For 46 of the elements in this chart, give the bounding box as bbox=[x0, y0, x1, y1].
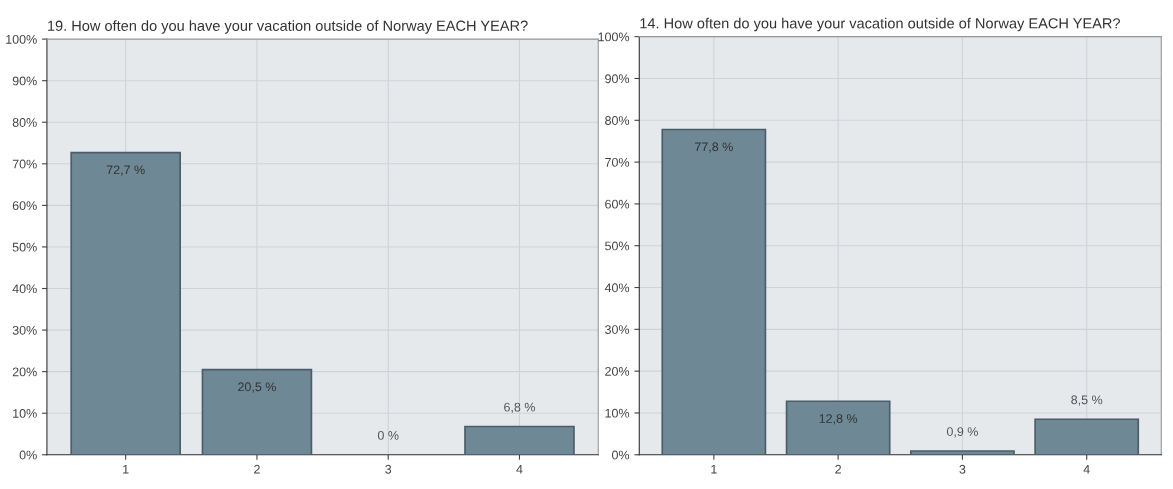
bar bbox=[464, 425, 575, 455]
bar bbox=[201, 368, 313, 455]
y-tick-label: 10% bbox=[13, 409, 37, 418]
x-tick-label: 2 bbox=[835, 464, 841, 474]
data-label: 8,5 % bbox=[1071, 395, 1103, 406]
data-label: 77,8 % bbox=[695, 142, 733, 153]
data-label: 72,7 % bbox=[106, 165, 145, 176]
y-tick-label: 70% bbox=[605, 157, 630, 167]
y-tick-label: 90% bbox=[12, 76, 37, 86]
y-tick-label: 40% bbox=[604, 283, 630, 293]
y-tick-label: 80% bbox=[605, 116, 630, 125]
y-tick-label: 100% bbox=[598, 32, 630, 42]
data-label: 0,9 % bbox=[946, 427, 978, 438]
data-label: 20,5 % bbox=[238, 382, 276, 393]
x-tick-label: 3 bbox=[959, 464, 966, 474]
x-tick-label: 4 bbox=[1083, 464, 1090, 474]
x-tick-label: 1 bbox=[123, 464, 129, 474]
y-tick-label: 30% bbox=[605, 325, 630, 334]
y-tick-label: 20% bbox=[605, 366, 630, 376]
bar bbox=[785, 400, 891, 455]
x-tick-label: 1 bbox=[711, 464, 717, 474]
y-tick-label: 100% bbox=[6, 34, 37, 44]
data-label: 12,8 % bbox=[819, 414, 858, 425]
y-tick-label: 60% bbox=[605, 199, 630, 209]
y-tick-label: 30% bbox=[12, 325, 37, 335]
bar bbox=[1034, 418, 1140, 455]
data-label: 6,8 % bbox=[504, 402, 536, 414]
x-tick-label: 2 bbox=[254, 464, 260, 474]
y-tick-label: 90% bbox=[605, 74, 630, 84]
y-tick-label: 10% bbox=[605, 408, 630, 418]
y-tick-label: 50% bbox=[605, 241, 630, 251]
y-tick-label: 80% bbox=[12, 118, 37, 127]
data-label: 0 % bbox=[377, 430, 399, 440]
y-tick-label: 50% bbox=[12, 242, 37, 252]
chart-title: 19. How often do you have your vacation outside of Norway EACH YEAR? bbox=[48, 20, 528, 34]
y-tick-label: 60% bbox=[12, 201, 37, 211]
chart-title: 14. How often do you have your vacation outside of Norway EACH YEAR? bbox=[640, 17, 1120, 32]
y-tick-label: 0% bbox=[611, 450, 630, 460]
y-tick-label: 0% bbox=[19, 450, 37, 460]
x-tick-label: 3 bbox=[385, 464, 392, 474]
y-tick-label: 40% bbox=[12, 284, 37, 294]
y-tick-label: 20% bbox=[12, 367, 37, 377]
bar bbox=[661, 128, 767, 455]
y-tick-label: 70% bbox=[12, 159, 37, 169]
bar bbox=[70, 151, 181, 455]
x-tick-label: 4 bbox=[516, 464, 523, 474]
